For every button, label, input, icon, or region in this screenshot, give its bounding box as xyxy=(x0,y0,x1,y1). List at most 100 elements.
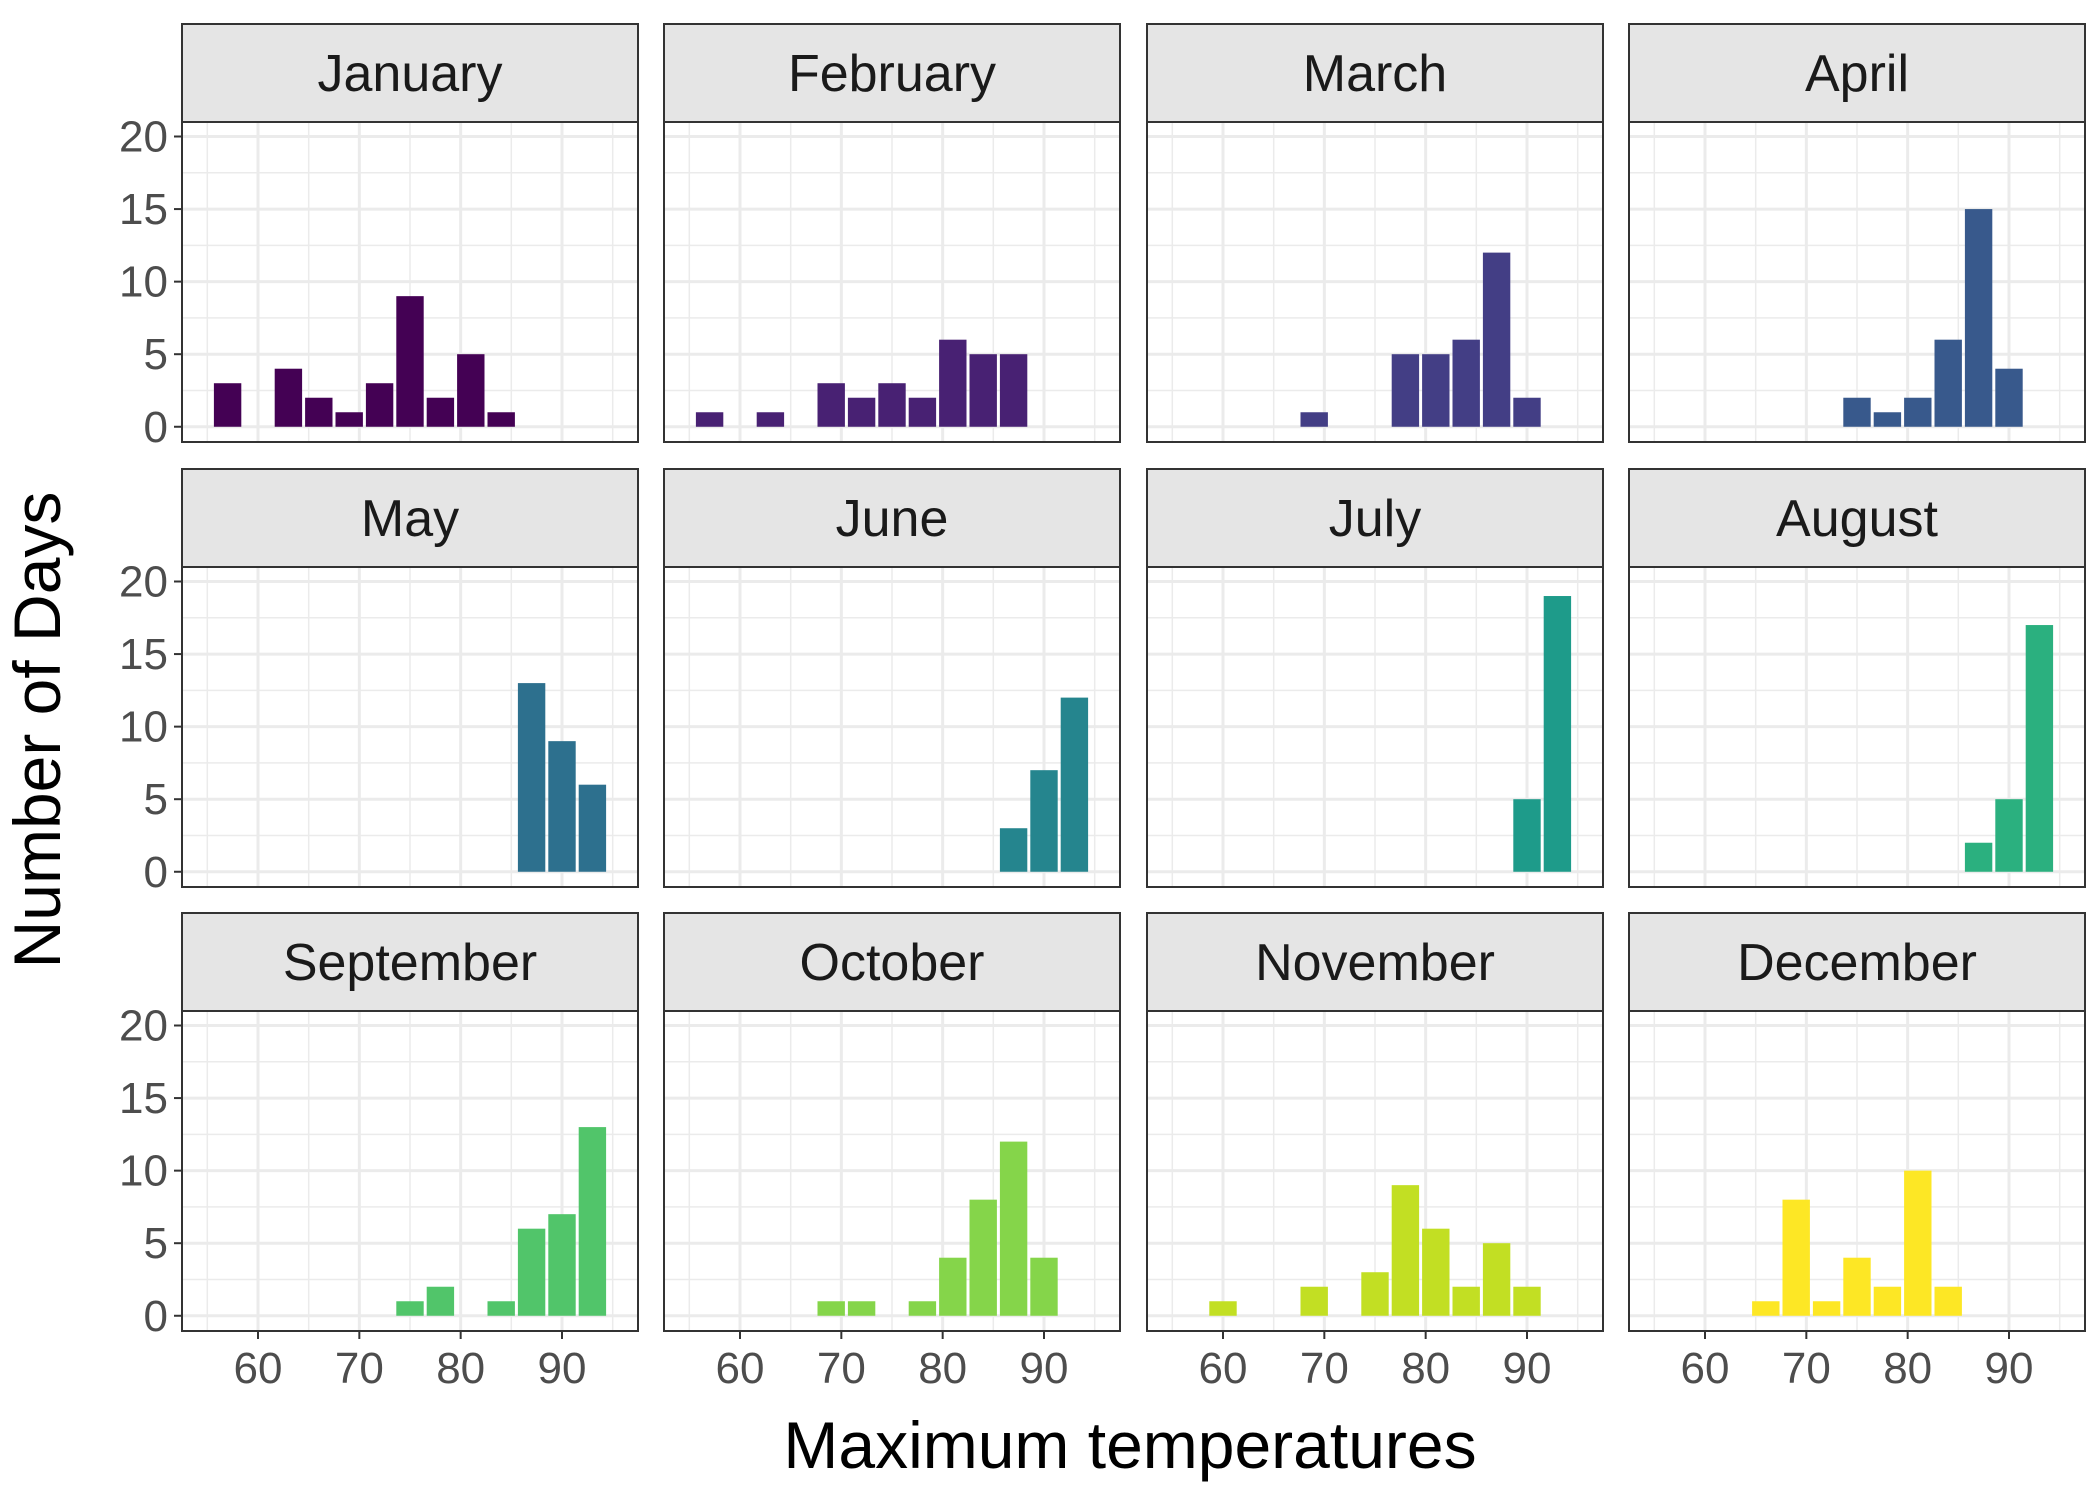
x-tick-label: 80 xyxy=(1883,1344,1932,1393)
histogram-bar xyxy=(426,1286,455,1316)
panel-border xyxy=(1628,121,2086,443)
panel-border xyxy=(1146,121,1604,443)
x-tick-label: 70 xyxy=(1300,1344,1349,1393)
facet-strip xyxy=(1628,468,2086,568)
y-tick-label: 15 xyxy=(119,185,168,234)
histogram-bar xyxy=(1391,1185,1420,1316)
panel-border xyxy=(1628,566,2086,888)
histogram-bar xyxy=(1300,412,1328,427)
histogram-bar xyxy=(1782,1199,1810,1316)
facet-strip xyxy=(663,23,1121,123)
facet-panel-april: April xyxy=(1628,23,2086,443)
y-axis-title: Number of Days xyxy=(0,492,74,969)
facet-strip xyxy=(663,468,1121,568)
x-tick-label: 70 xyxy=(817,1344,866,1393)
histogram-bar xyxy=(1812,1301,1841,1316)
histogram-bar xyxy=(939,1257,967,1316)
x-tick-label: 70 xyxy=(1782,1344,1831,1393)
histogram-bar xyxy=(548,1214,576,1316)
x-tick-label: 90 xyxy=(538,1344,587,1393)
histogram-bar xyxy=(578,1127,607,1316)
facet-strip xyxy=(663,912,1121,1012)
histogram-bar xyxy=(274,368,303,427)
histogram-bar xyxy=(1904,397,1932,427)
facet-strip-label: October xyxy=(800,934,985,992)
x-tick-label: 60 xyxy=(234,1344,283,1393)
histogram-bar xyxy=(517,1228,546,1316)
facet-strip-label: August xyxy=(1776,490,1938,548)
histogram-bar xyxy=(1030,770,1058,872)
histogram-bar xyxy=(1904,1170,1932,1316)
histogram-bar xyxy=(1934,1286,1962,1316)
facet-strip xyxy=(181,468,639,568)
x-tick-label: 80 xyxy=(1401,1344,1450,1393)
histogram-bar xyxy=(908,397,937,427)
y-tick-label: 0 xyxy=(144,403,168,452)
histogram-bar xyxy=(213,383,242,427)
histogram-bar xyxy=(457,354,485,427)
y-tick-label: 0 xyxy=(144,1292,168,1341)
histogram-bar xyxy=(999,1141,1028,1316)
histogram-bar xyxy=(969,1199,997,1316)
y-tick-label: 10 xyxy=(119,258,168,307)
histogram-bar xyxy=(578,784,607,872)
histogram-bar xyxy=(817,383,845,427)
facet-strip xyxy=(1628,23,2086,123)
histogram-bar xyxy=(1482,252,1511,427)
y-tick-label: 20 xyxy=(119,113,168,162)
facet-strip-label: September xyxy=(283,934,537,992)
histogram-bar xyxy=(1934,339,1962,427)
histogram-bar xyxy=(939,339,967,427)
facet-panel-december: December 60 70 80 90 xyxy=(1628,912,2086,1393)
facet-panel-january: January 0 5 10 15 20 xyxy=(119,23,639,452)
histogram-bar xyxy=(1030,1257,1058,1316)
facet-panel-june: June xyxy=(663,468,1121,888)
histogram-bar xyxy=(487,412,515,427)
histogram-bar xyxy=(1513,397,1541,427)
histogram-bar xyxy=(1543,596,1572,872)
histogram-bar xyxy=(1843,1257,1871,1316)
facet-strip-label: February xyxy=(788,45,996,103)
histogram-bar xyxy=(969,354,997,427)
x-tick-label: 60 xyxy=(1681,1344,1730,1393)
facet-strip xyxy=(181,23,639,123)
histogram-bar xyxy=(548,741,576,872)
histogram-bar xyxy=(1060,697,1089,872)
facet-strip-label: November xyxy=(1255,934,1495,992)
facet-strip-label: March xyxy=(1303,45,1447,103)
facet-strip-label: April xyxy=(1805,45,1909,103)
histogram-bar xyxy=(1300,1286,1328,1316)
facet-strip-label: December xyxy=(1737,934,1977,992)
histogram-bar xyxy=(1964,842,1993,872)
facet-panel-november: November 60 70 80 90 xyxy=(1146,912,1604,1393)
facet-strip xyxy=(1146,912,1604,1012)
panel-border xyxy=(663,121,1121,443)
facet-strip-label: May xyxy=(361,490,459,548)
y-tick-label: 10 xyxy=(119,1147,168,1196)
facet-strip-label: January xyxy=(318,45,503,103)
histogram-bar xyxy=(1422,354,1450,427)
histogram-bar xyxy=(365,383,394,427)
y-tick-label: 5 xyxy=(144,330,168,379)
histogram-bar xyxy=(1361,1272,1389,1316)
histogram-bar xyxy=(847,397,876,427)
histogram-bar xyxy=(426,397,455,427)
histogram-bar xyxy=(335,412,363,427)
histogram-bar xyxy=(1995,799,2023,872)
facet-strip xyxy=(181,912,639,1012)
x-axis-title: Maximum temperatures xyxy=(783,1408,1476,1482)
facet-strip xyxy=(1146,23,1604,123)
panel-border xyxy=(1628,1010,2086,1332)
histogram-bar xyxy=(1873,1286,1902,1316)
x-tick-label: 80 xyxy=(436,1344,485,1393)
y-tick-label: 20 xyxy=(119,558,168,607)
y-tick-label: 0 xyxy=(144,848,168,897)
histogram-bar xyxy=(1995,368,2023,427)
histogram-bar xyxy=(1209,1301,1237,1316)
facet-panel-july: July xyxy=(1146,468,1604,888)
facet-panel-september: September 0 5 10 15 20 60 70 80 90 xyxy=(119,912,639,1393)
y-tick-label: 10 xyxy=(119,703,168,752)
facet-strip-label: July xyxy=(1329,490,1421,548)
